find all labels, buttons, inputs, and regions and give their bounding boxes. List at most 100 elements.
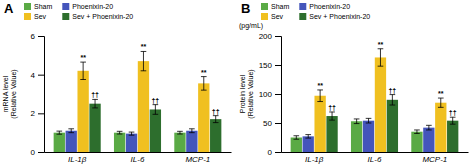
error-bar-line xyxy=(191,129,192,133)
legend-swatch xyxy=(299,3,306,10)
x-axis: IL-1βIL-6MCP-1 xyxy=(282,153,469,164)
chart-svg: 0246IL-1βIL-6MCP-1******††††††AmRNA leve… xyxy=(0,0,474,168)
bar-series xyxy=(326,95,458,152)
x-tick-label: MCP-1 xyxy=(422,155,447,164)
y-axis-line xyxy=(275,37,282,153)
error-bar-cap xyxy=(438,98,444,99)
error-bar xyxy=(129,132,135,135)
error-bar-line xyxy=(308,135,309,138)
y-tick: 0 xyxy=(31,148,44,157)
error-bar xyxy=(177,131,183,134)
significance-marker: ** xyxy=(80,54,86,61)
bar xyxy=(210,119,221,152)
y-axis-title: mRNA level(Relative Value) xyxy=(2,69,18,118)
y-tick: 0 xyxy=(268,148,281,157)
error-bar-line xyxy=(179,131,180,134)
error-bar xyxy=(426,125,432,130)
error-bar xyxy=(329,112,335,120)
x-axis-line xyxy=(45,152,232,153)
bar xyxy=(314,96,325,152)
y-axis-line xyxy=(38,37,45,153)
y-tick: 200 xyxy=(259,32,281,41)
y-tick-label: 2 xyxy=(31,109,36,118)
error-bar-cap xyxy=(201,76,207,77)
y-tick-label: 4 xyxy=(31,71,36,80)
error-bar xyxy=(213,116,219,123)
error-bar xyxy=(305,135,311,138)
error-bar-line xyxy=(392,95,393,105)
error-bar xyxy=(450,117,456,124)
bar xyxy=(126,134,137,152)
y-tick: 2 xyxy=(31,109,44,118)
significance-marker: †† xyxy=(328,104,336,111)
bar xyxy=(423,128,434,152)
bar-series xyxy=(54,131,186,152)
legend-item: Sham xyxy=(261,3,289,10)
bar xyxy=(387,100,398,152)
significance-marker: †† xyxy=(212,108,220,115)
error-bar-line xyxy=(416,130,417,133)
y-tick-label: 200 xyxy=(259,32,273,41)
legend-label: Sev xyxy=(271,13,284,20)
error-bar xyxy=(117,131,123,134)
panel-title: B xyxy=(241,1,250,16)
x-tick: MCP-1 xyxy=(185,155,210,164)
error-bar xyxy=(68,129,74,133)
error-bar-line xyxy=(203,77,204,91)
error-bar xyxy=(390,95,396,105)
y-tick-label: 50 xyxy=(263,119,272,128)
x-tick-label: IL-6 xyxy=(131,155,145,164)
error-bar-cap xyxy=(141,51,147,52)
error-bar-cap xyxy=(354,123,360,124)
error-bar-cap xyxy=(129,135,135,136)
error-bar-line xyxy=(440,98,441,107)
legend-item: Sev + Phoenixin-20 xyxy=(62,13,133,20)
x-axis: IL-1β IL-6 MCP-1 xyxy=(45,153,232,164)
legend-swatch xyxy=(24,13,31,20)
bar xyxy=(114,133,125,152)
y-tick-mark xyxy=(275,94,281,95)
error-bar-cap xyxy=(177,134,183,135)
y-tick: 100 xyxy=(259,90,281,99)
legend: ShamPhoenixin-20SevSev + Phoenixin-20 xyxy=(24,3,133,20)
error-bar-line xyxy=(95,99,96,108)
legend-swatch xyxy=(261,3,268,10)
error-bar-line xyxy=(143,51,144,70)
annotation: (pg/mL) xyxy=(239,22,263,30)
legend-swatch xyxy=(62,3,69,10)
error-bar xyxy=(378,49,384,66)
panel-title: A xyxy=(4,1,14,16)
bar xyxy=(375,57,386,152)
error-bar-cap xyxy=(117,131,123,132)
x-tick: IL-6 xyxy=(131,155,145,164)
legend-item: Sev xyxy=(261,13,284,20)
error-bar-line xyxy=(320,90,321,102)
y-tick-label: 6 xyxy=(31,32,36,41)
error-bar-cap xyxy=(153,104,159,105)
bar-series xyxy=(89,99,221,152)
y-axis-title: Protein level(Relative Value) xyxy=(239,69,255,118)
error-bar-cap xyxy=(293,139,299,140)
y-tick-mark xyxy=(275,65,281,66)
legend-item: Phoenixin-20 xyxy=(299,3,350,10)
error-bar-cap xyxy=(68,128,74,129)
error-bar-line xyxy=(452,117,453,124)
bar xyxy=(326,116,337,152)
y-axis: 050100150200 xyxy=(259,32,282,157)
y-tick-mark xyxy=(38,152,44,153)
error-bar-cap xyxy=(80,79,86,80)
legend-label: Phoenixin-20 xyxy=(309,3,350,10)
error-bar-cap xyxy=(426,125,432,126)
panel: 050100150200IL-1βIL-6MCP-1******††††††BP… xyxy=(239,1,469,164)
error-bar xyxy=(141,51,147,70)
error-bar-line xyxy=(332,112,333,120)
error-bar-cap xyxy=(213,115,219,116)
error-bar xyxy=(92,99,98,108)
error-bar-cap xyxy=(56,131,62,132)
x-tick-label: IL-1β xyxy=(68,155,87,164)
legend-item: Sev + Phoenixin-20 xyxy=(299,13,370,20)
legend-label: Sev + Phoenixin-20 xyxy=(72,13,133,20)
bar xyxy=(447,121,458,152)
error-bar xyxy=(293,136,299,139)
y-tick-mark xyxy=(38,75,44,76)
